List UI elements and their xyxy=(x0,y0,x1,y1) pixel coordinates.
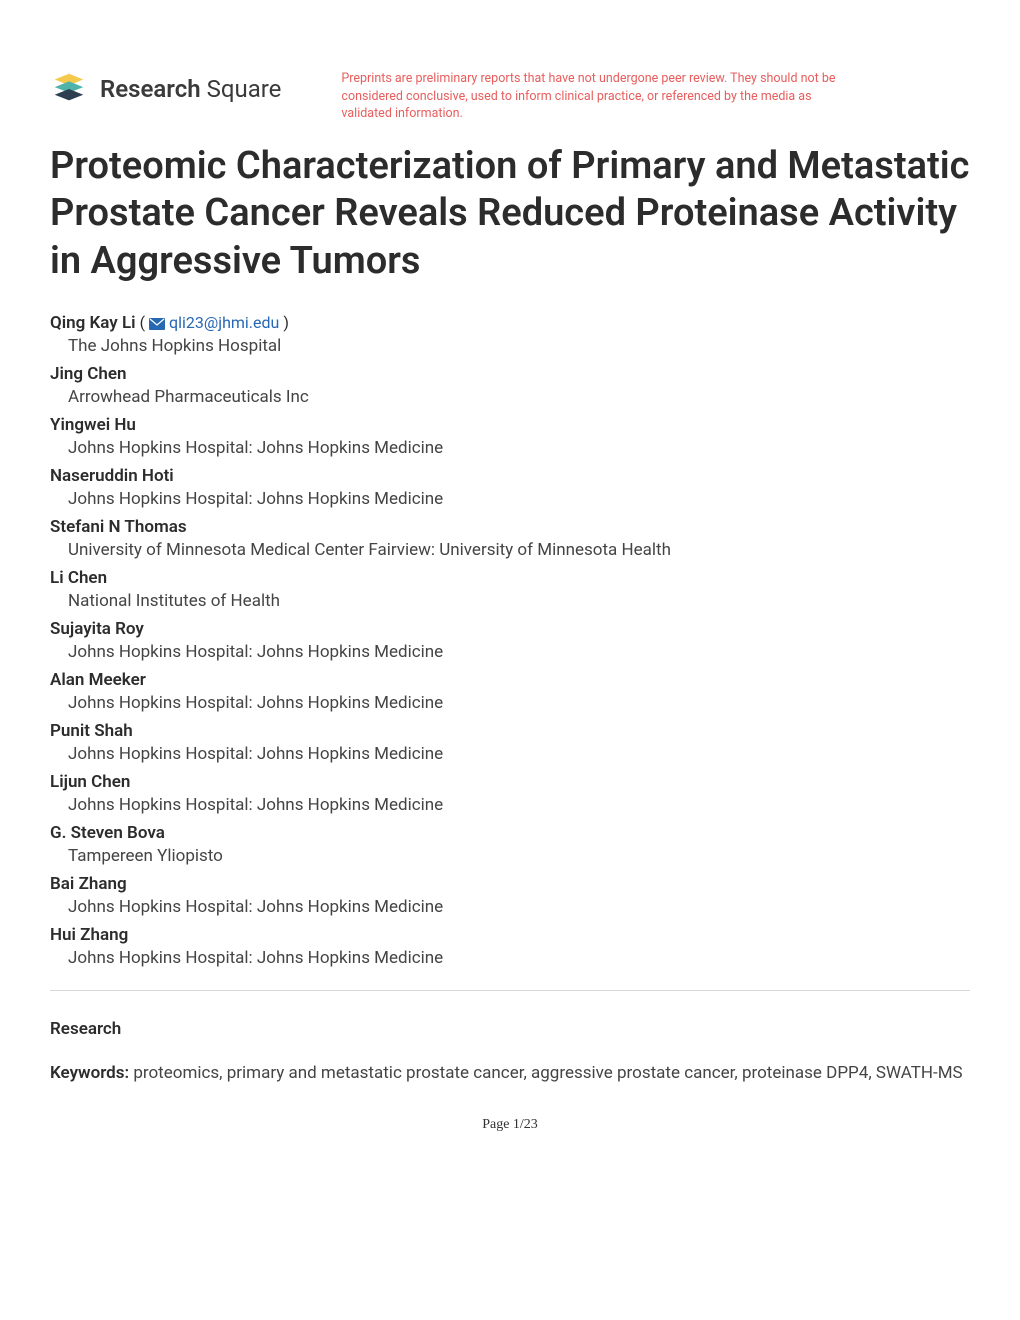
corresponding-marker: ( xyxy=(140,313,149,332)
author-entry: Jing Chen Arrowhead Pharmaceuticals Inc xyxy=(50,364,970,407)
keywords-label: Keywords: xyxy=(50,1063,129,1083)
author-affiliation: Johns Hopkins Hospital: Johns Hopkins Me… xyxy=(68,948,970,968)
corresponding-author: Qing Kay Li ( qli23@jhmi.edu ) The Johns… xyxy=(50,313,970,356)
author-affiliation: The Johns Hopkins Hospital xyxy=(68,336,970,356)
article-title: Proteomic Characterization of Primary an… xyxy=(50,143,970,286)
author-entry: Sujayita Roy Johns Hopkins Hospital: John… xyxy=(50,619,970,662)
brand-bold: Research xyxy=(100,75,201,103)
author-name: Bai Zhang xyxy=(50,874,970,894)
section-divider xyxy=(50,990,970,991)
author-entry: Lijun Chen Johns Hopkins Hospital: Johns … xyxy=(50,772,970,815)
article-type: Research xyxy=(50,1019,970,1039)
author-entry: Punit Shah Johns Hopkins Hospital: Johns … xyxy=(50,721,970,764)
author-affiliation: Johns Hopkins Hospital: Johns Hopkins Me… xyxy=(68,744,970,764)
author-entry: Li Chen National Institutes of Health xyxy=(50,568,970,611)
author-affiliation: Johns Hopkins Hospital: Johns Hopkins Me… xyxy=(68,693,970,713)
author-affiliation: National Institutes of Health xyxy=(68,591,970,611)
author-entry: Alan Meeker Johns Hopkins Hospital: Johns… xyxy=(50,670,970,713)
author-name: Stefani N Thomas xyxy=(50,517,970,537)
author-affiliation: Johns Hopkins Hospital: Johns Hopkins Me… xyxy=(68,795,970,815)
page-number: Page 1/23 xyxy=(50,1117,970,1133)
email-text: qli23@jhmi.edu xyxy=(169,313,279,332)
author-affiliation: University of Minnesota Medical Center F… xyxy=(68,540,970,560)
author-name: Jing Chen xyxy=(50,364,970,384)
author-affiliation: Johns Hopkins Hospital: Johns Hopkins Me… xyxy=(68,897,970,917)
author-entry: Stefani N Thomas University of Minnesota … xyxy=(50,517,970,560)
author-entry: Yingwei Hu Johns Hopkins Hospital: Johns … xyxy=(50,415,970,458)
author-name: Qing Kay Li xyxy=(50,313,136,333)
author-name: Punit Shah xyxy=(50,721,970,741)
author-entry: Bai Zhang Johns Hopkins Hospital: Johns H… xyxy=(50,874,970,917)
author-email[interactable]: qli23@jhmi.edu xyxy=(149,313,283,332)
author-affiliation: Johns Hopkins Hospital: Johns Hopkins Me… xyxy=(68,642,970,662)
preprint-disclaimer: Preprints are preliminary reports that h… xyxy=(341,70,851,123)
author-affiliation: Tampereen Yliopisto xyxy=(68,846,970,866)
logo: Research Square xyxy=(50,70,281,108)
corresponding-close: ) xyxy=(283,313,289,332)
research-square-logo-icon xyxy=(50,70,88,108)
keywords-section: Keywords: proteomics, primary and metast… xyxy=(50,1061,970,1087)
author-list: Qing Kay Li ( qli23@jhmi.edu ) The Johns… xyxy=(50,313,970,968)
author-name: Alan Meeker xyxy=(50,670,970,690)
author-name: G. Steven Bova xyxy=(50,823,970,843)
author-name: Hui Zhang xyxy=(50,925,970,945)
author-entry: G. Steven Bova Tampereen Yliopisto xyxy=(50,823,970,866)
header: Research Square Preprints are preliminar… xyxy=(50,70,970,123)
author-entry: Hui Zhang Johns Hopkins Hospital: Johns H… xyxy=(50,925,970,968)
author-entry: Naseruddin Hoti Johns Hopkins Hospital: J… xyxy=(50,466,970,509)
author-name: Li Chen xyxy=(50,568,970,588)
author-name: Sujayita Roy xyxy=(50,619,970,639)
author-affiliation: Arrowhead Pharmaceuticals Inc xyxy=(68,387,970,407)
email-icon xyxy=(149,318,165,330)
author-name: Naseruddin Hoti xyxy=(50,466,970,486)
author-name: Yingwei Hu xyxy=(50,415,970,435)
author-affiliation: Johns Hopkins Hospital: Johns Hopkins Me… xyxy=(68,438,970,458)
logo-text: Research Square xyxy=(100,75,281,103)
keywords-text: proteomics, primary and metastatic prost… xyxy=(129,1063,963,1083)
brand-light: Square xyxy=(201,75,282,103)
author-name: Lijun Chen xyxy=(50,772,970,792)
author-affiliation: Johns Hopkins Hospital: Johns Hopkins Me… xyxy=(68,489,970,509)
